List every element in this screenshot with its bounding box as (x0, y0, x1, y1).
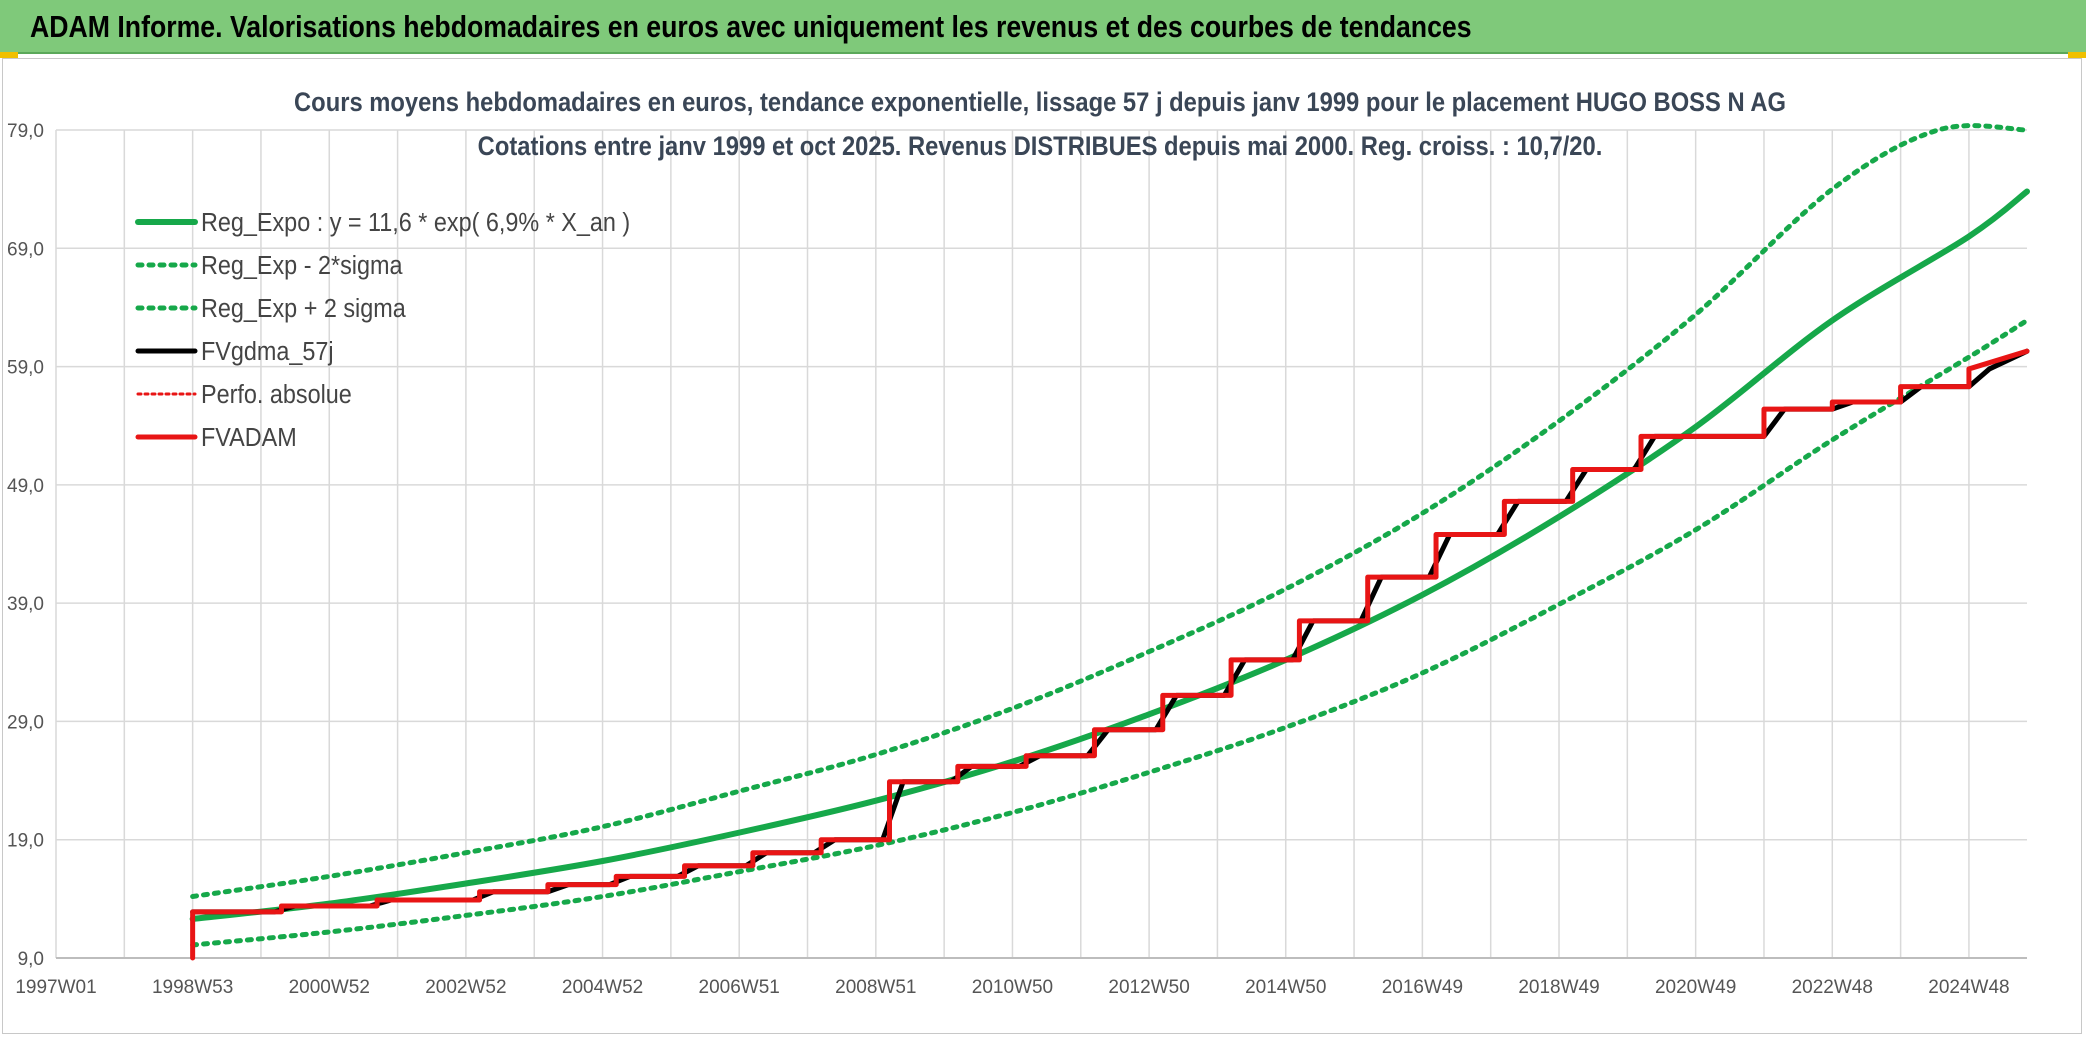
legend-label: Reg_Exp - 2*sigma (201, 252, 403, 280)
chart-frame (2, 58, 2082, 1034)
legend-label: Reg_Exp + 2 sigma (201, 295, 406, 323)
series-line-reg-exp-2-sigma (190, 317, 2030, 948)
y-tick-label: 19,0 (7, 831, 44, 852)
x-tick-label: 2018W49 (1518, 977, 1599, 998)
page-title: ADAM Informe. Valorisations hebdomadaire… (30, 9, 1472, 44)
y-tick-label: 59,0 (7, 358, 44, 379)
y-axis-ticks: 79,0 69,0 59,0 49,0 39,0 29,0 19,0 9,0 (7, 121, 44, 970)
y-tick-label: 29,0 (7, 712, 44, 733)
chart-title-line1: Cours moyens hebdomadaires en euros, ten… (294, 88, 1786, 118)
x-tick-label: 2008W51 (835, 977, 916, 998)
legend-label: Reg_Expo : y = 11,6 * exp( 6,9% * X_an ) (201, 209, 630, 237)
chart-title-line2: Cotations entre janv 1999 et oct 2025. R… (478, 132, 1603, 162)
x-tick-label: 2002W52 (425, 977, 506, 998)
x-tick-label: 2020W49 (1655, 977, 1736, 998)
y-tick-label: 79,0 (7, 121, 44, 142)
legend-label: FVADAM (201, 424, 297, 452)
y-tick-label: 69,0 (7, 239, 44, 260)
corner-marker (2068, 52, 2086, 58)
series-line-reg-expo-y-11-6-exp-6-9-x-an- (189, 188, 2030, 922)
x-tick-label: 1998W53 (152, 977, 233, 998)
x-tick-label: 2004W52 (562, 977, 643, 998)
x-tick-label: 2016W49 (1382, 977, 1463, 998)
x-tick-label: 2000W52 (289, 977, 370, 998)
y-tick-label: 9,0 (18, 949, 44, 970)
grid (55, 129, 2027, 959)
x-tick-label: 1997W01 (15, 977, 96, 998)
y-tick-label: 49,0 (7, 476, 44, 497)
header-banner: ADAM Informe. Valorisations hebdomadaire… (0, 0, 2086, 54)
series-lines (189, 123, 2030, 961)
x-tick-label: 2022W48 (1792, 977, 1873, 998)
x-tick-label: 2010W50 (972, 977, 1053, 998)
x-tick-label: 2006W51 (699, 977, 780, 998)
x-tick-label: 2024W48 (1928, 977, 2009, 998)
x-axis-ticks: 1997W01 1998W53 2000W52 2002W52 2004W52 2006W… (15, 977, 2009, 998)
legend: Reg_Expo : y = 11,6 * exp( 6,9% * X_an )… (135, 209, 630, 452)
series-line-reg-exp-2-sigma (190, 123, 2030, 899)
x-tick-label: 2012W50 (1108, 977, 1189, 998)
corner-marker (0, 52, 18, 58)
series-line-fvadam (190, 348, 2030, 961)
x-tick-label: 2014W50 (1245, 977, 1326, 998)
legend-label: Perfo. absolue (201, 381, 352, 409)
legend-label: FVgdma_57j (201, 338, 334, 366)
y-tick-label: 39,0 (7, 594, 44, 615)
